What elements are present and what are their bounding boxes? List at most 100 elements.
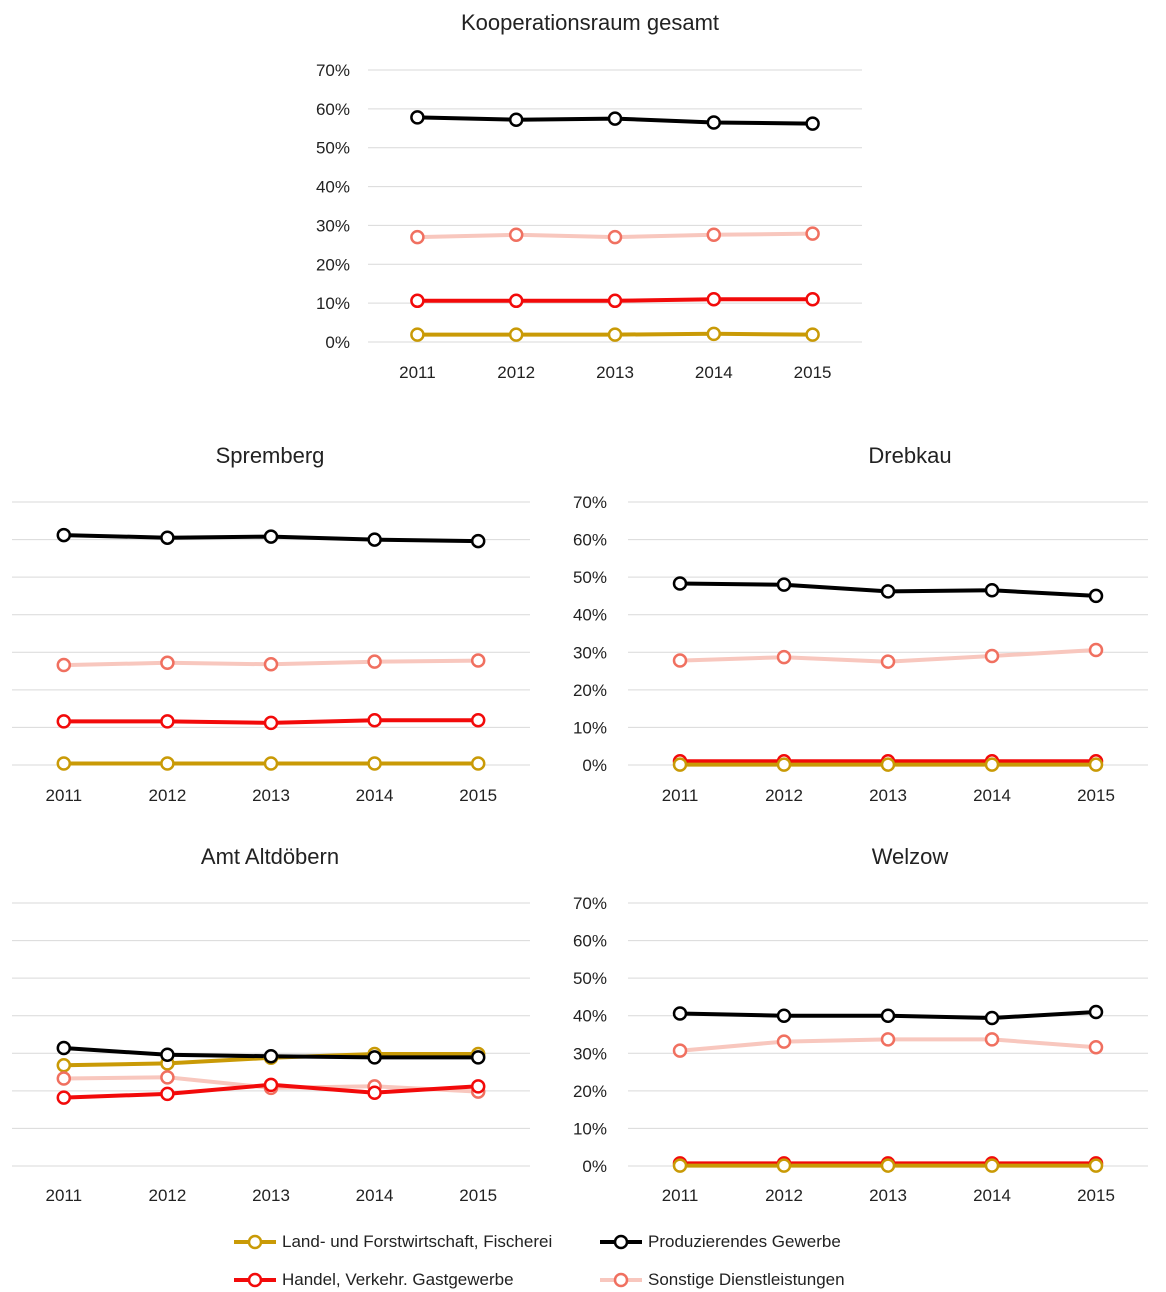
data-point-sonst	[1088, 1040, 1104, 1055]
data-point-prod	[984, 583, 1000, 598]
y-tick-label: 0%	[582, 756, 607, 775]
data-point-prod	[607, 111, 623, 126]
data-point-handel	[160, 1086, 175, 1102]
data-point-handel	[410, 293, 425, 309]
x-tick-label: 2011	[662, 1186, 699, 1205]
y-tick-label: 20%	[573, 1082, 607, 1101]
data-point-land	[263, 756, 279, 771]
data-point-land	[367, 756, 382, 771]
x-tick-label: 2011	[399, 363, 436, 382]
data-point-handel	[470, 713, 486, 728]
data-point-land	[672, 757, 688, 772]
chart-panel-3: Amt Altdöbern 2011 2012 2013 2014 2015	[12, 844, 530, 1205]
chart-title: Drebkau	[868, 443, 951, 468]
data-point-land	[880, 757, 896, 772]
x-tick-label: 2014	[695, 363, 733, 382]
data-point-handel	[263, 715, 279, 731]
y-tick-label: 50%	[316, 139, 350, 158]
y-tick-label: 20%	[316, 255, 350, 274]
data-point-sonst	[470, 653, 486, 668]
y-tick-label: 30%	[573, 1044, 607, 1063]
data-point-handel	[160, 714, 175, 729]
data-point-prod	[776, 577, 792, 592]
chart-panel-4: Welzow 0% 10% 20% 30% 40% 50% 60% 70% 2011 2012 201…	[573, 844, 1148, 1205]
y-tick-label: 0%	[582, 1157, 607, 1176]
data-point-prod	[672, 576, 688, 591]
data-point-prod	[263, 529, 279, 544]
data-point-prod	[160, 1047, 175, 1063]
data-point-sonst	[607, 229, 623, 245]
data-point-prod	[1088, 1004, 1104, 1020]
y-tick-label: 30%	[316, 216, 350, 235]
data-point-prod	[1088, 588, 1104, 604]
data-point-sonst	[984, 1032, 1000, 1047]
data-point-prod	[367, 1050, 382, 1065]
y-tick-label: 30%	[573, 643, 607, 662]
data-point-sonst	[56, 1071, 72, 1086]
data-point-prod	[508, 112, 524, 127]
y-tick-label: 40%	[573, 1007, 607, 1026]
data-point-land	[805, 327, 820, 342]
x-tick-label: 2011	[662, 786, 699, 805]
data-point-handel	[706, 292, 722, 307]
data-point-sonst	[410, 229, 425, 245]
y-tick-label: 70%	[573, 894, 607, 913]
data-point-sonst	[776, 649, 792, 665]
data-point-prod	[160, 530, 175, 545]
data-point-land	[984, 757, 1000, 772]
chart-title: Kooperationsraum gesamt	[461, 10, 719, 35]
chart-title: Amt Altdöbern	[201, 844, 339, 869]
data-point-prod	[984, 1010, 1000, 1026]
x-tick-label: 2014	[356, 786, 394, 805]
data-point-handel	[56, 714, 72, 729]
x-tick-label: 2014	[973, 786, 1011, 805]
data-point-land	[672, 1158, 688, 1173]
x-tick-label: 2014	[973, 1186, 1011, 1205]
x-tick-label: 2015	[1077, 786, 1115, 805]
data-point-sonst	[508, 227, 524, 243]
data-point-sonst	[805, 226, 820, 241]
y-tick-label: 70%	[573, 493, 607, 512]
data-point-prod	[56, 527, 72, 543]
x-tick-label: 2013	[252, 786, 290, 805]
data-point-handel	[367, 713, 382, 728]
data-point-prod	[410, 110, 425, 125]
data-point-land	[1088, 757, 1104, 772]
chart-panel-2: Drebkau 0% 10% 20% 30% 40% 50% 60% 70% 2011 2012 20…	[573, 443, 1148, 805]
y-tick-label: 40%	[573, 606, 607, 625]
chart-panel-0: Kooperationsraum gesamt 0% 10% 20% 30% 40% 50%…	[316, 10, 862, 382]
data-point-handel	[263, 1077, 279, 1093]
data-point-prod	[880, 1008, 896, 1023]
data-point-prod	[706, 115, 722, 130]
x-tick-label: 2015	[794, 363, 832, 382]
data-point-sonst	[880, 1032, 896, 1047]
data-point-handel	[470, 1079, 486, 1094]
data-point-land	[776, 757, 792, 772]
y-tick-label: 50%	[573, 969, 607, 988]
x-tick-label: 2011	[46, 1186, 83, 1205]
x-tick-label: 2015	[1077, 1186, 1115, 1205]
x-tick-label: 2014	[356, 1186, 394, 1205]
x-tick-label: 2013	[869, 786, 907, 805]
data-point-sonst	[263, 657, 279, 672]
y-tick-label: 50%	[573, 568, 607, 587]
data-point-sonst	[880, 654, 896, 669]
data-point-land	[470, 756, 486, 771]
y-tick-label: 20%	[573, 681, 607, 700]
x-tick-label: 2012	[765, 1186, 803, 1205]
data-point-handel	[508, 293, 524, 309]
data-point-sonst	[672, 1043, 688, 1058]
data-point-land	[410, 327, 425, 342]
y-tick-label: 60%	[316, 100, 350, 119]
y-tick-label: 10%	[316, 294, 350, 313]
y-tick-label: 40%	[316, 178, 350, 197]
x-tick-label: 2013	[596, 363, 634, 382]
data-point-land	[880, 1158, 896, 1173]
x-tick-label: 2013	[869, 1186, 907, 1205]
data-point-sonst	[160, 1070, 175, 1085]
data-point-land	[706, 326, 722, 342]
data-point-sonst	[56, 657, 72, 673]
y-tick-label: 10%	[573, 718, 607, 737]
data-point-land	[160, 756, 175, 771]
